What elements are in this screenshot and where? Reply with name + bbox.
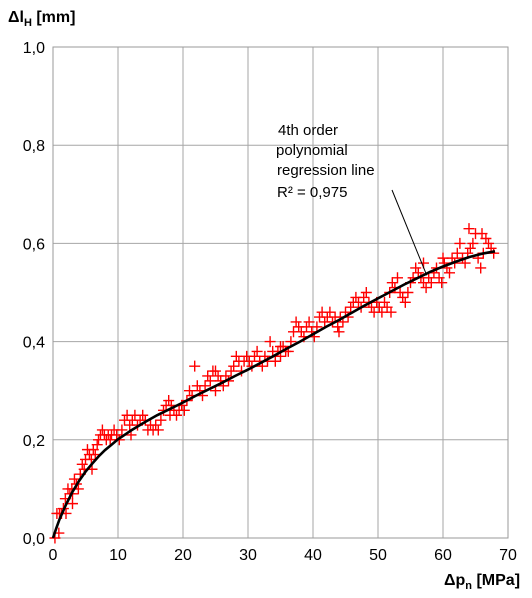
y-axis-title-unit: [mm]	[32, 9, 76, 26]
data-point	[332, 321, 344, 333]
data-point	[251, 345, 263, 357]
data-point	[467, 237, 479, 249]
regression-line	[51, 250, 496, 539]
data-point	[358, 291, 370, 303]
data-point	[333, 326, 345, 338]
data-point	[437, 252, 449, 264]
x-tick-label: 10	[109, 547, 127, 564]
data-point	[91, 439, 103, 451]
data-point	[150, 419, 162, 431]
data-point	[264, 336, 276, 348]
y-axis-title-main: Δl	[8, 9, 24, 26]
y-axis-title-sub: H	[24, 17, 32, 29]
plot-frame	[52, 46, 509, 539]
data-point	[463, 223, 475, 235]
data-point	[155, 414, 167, 426]
annotation-leader-line	[391, 189, 428, 276]
data-point	[164, 409, 176, 421]
data-point	[225, 365, 237, 377]
y-tick-labels: 0,0 0,2 0,4 0,6 0,8 1,0	[23, 40, 45, 548]
data-point	[295, 326, 307, 338]
x-axis-title-unit: [MPa]	[472, 572, 520, 589]
data-point	[436, 277, 448, 289]
y-tick-label: 1,0	[23, 40, 45, 57]
annotation-line-1: 4th order	[278, 122, 338, 139]
data-point	[290, 316, 302, 328]
x-axis-title-main: Δp	[444, 572, 466, 589]
x-tick-label: 30	[239, 547, 257, 564]
x-tick-label: 40	[304, 547, 322, 564]
data-point	[324, 306, 336, 318]
y-tick-label: 0,0	[23, 531, 45, 548]
data-point	[476, 228, 488, 240]
data-point	[204, 375, 216, 387]
data-point	[399, 296, 411, 308]
annotation-line-2: polynomial	[276, 142, 348, 159]
data-point	[392, 272, 403, 284]
data-point	[96, 424, 108, 436]
data-point	[111, 429, 123, 441]
data-point	[385, 306, 397, 318]
x-axis-title-sub: n	[465, 580, 472, 592]
data-point	[189, 360, 201, 372]
data-point	[152, 424, 164, 436]
x-axis-title: Δpn [MPa]	[444, 572, 520, 592]
data-point	[425, 277, 437, 289]
data-point	[402, 287, 414, 298]
data-point	[379, 296, 390, 308]
x-tick-label: 0	[49, 547, 58, 564]
data-point	[433, 272, 445, 284]
data-point	[275, 341, 286, 353]
data-point	[353, 296, 364, 308]
data-point	[451, 247, 463, 259]
y-axis-title: ΔlH [mm]	[8, 9, 75, 29]
data-point	[116, 424, 128, 436]
annotation-line-4: R² = 0,975	[277, 184, 347, 201]
annotation-line-3: regression line	[277, 162, 375, 179]
data-point	[410, 262, 422, 274]
y-tick-label: 0,8	[23, 138, 45, 155]
scatter-series	[49, 223, 500, 544]
data-point	[137, 409, 149, 421]
data-point	[423, 272, 435, 284]
data-point	[178, 404, 190, 416]
x-tick-label: 20	[174, 547, 192, 564]
data-point	[68, 473, 80, 485]
data-point	[454, 237, 466, 249]
data-point	[345, 301, 357, 313]
data-point	[420, 282, 432, 294]
data-point	[249, 350, 260, 362]
y-tick-label: 0,6	[23, 236, 45, 253]
data-point	[230, 350, 242, 362]
data-point	[303, 316, 315, 328]
data-point	[444, 267, 455, 279]
data-point	[360, 287, 372, 298]
x-tick-label: 50	[369, 547, 387, 564]
data-point	[210, 365, 221, 377]
y-tick-label: 0,4	[23, 335, 45, 352]
data-point	[464, 242, 476, 254]
data-point	[475, 262, 487, 274]
y-tick-label: 0,2	[23, 433, 45, 450]
data-point	[397, 291, 409, 303]
data-point	[386, 277, 398, 289]
data-point	[269, 355, 281, 367]
data-point	[202, 370, 214, 382]
data-point	[228, 360, 240, 372]
data-point	[483, 237, 494, 249]
data-point	[199, 380, 211, 392]
data-point	[163, 395, 175, 407]
annotation-group: 4th order polynomial regression line R² …	[276, 122, 428, 276]
data-point	[243, 355, 255, 367]
x-tick-label: 70	[499, 547, 517, 564]
data-point	[301, 321, 312, 333]
x-tick-labels: 0 10 20 30 40 50 60 70	[49, 547, 517, 564]
x-tick-label: 60	[434, 547, 452, 564]
data-point	[184, 385, 195, 397]
data-point	[67, 498, 78, 510]
